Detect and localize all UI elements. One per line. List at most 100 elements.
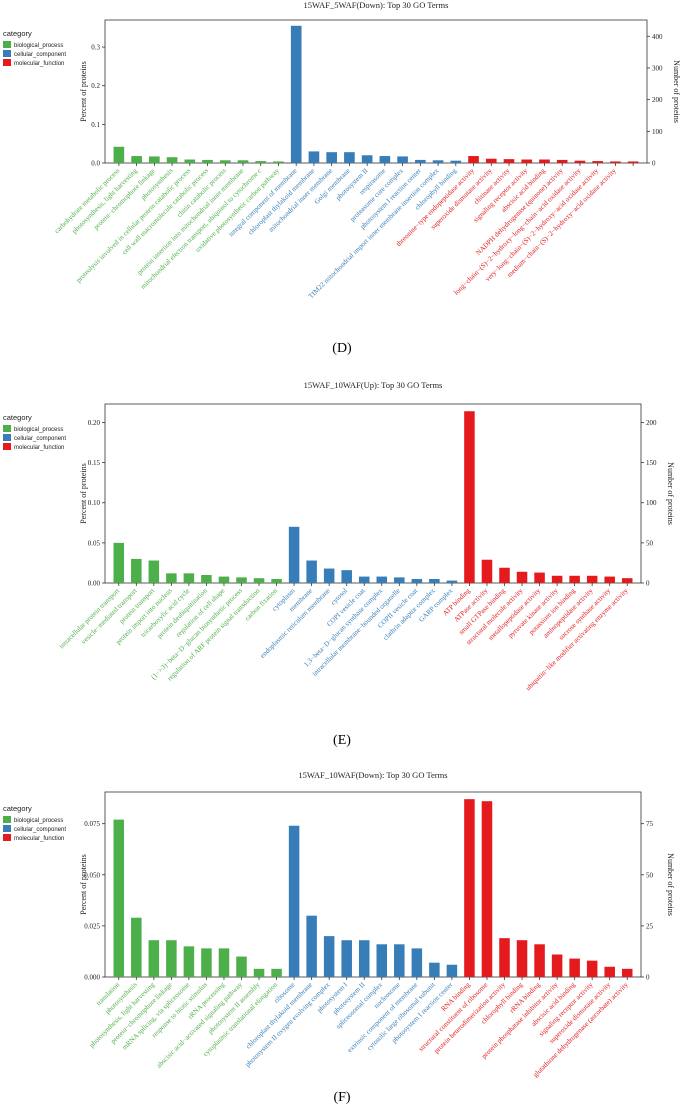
bar <box>358 940 370 977</box>
legend: category biological_process cellular_compo… <box>3 804 66 842</box>
bar <box>569 958 580 977</box>
bar <box>621 968 633 977</box>
x-tick-label: carbohydrate metabolic process <box>53 167 122 236</box>
y2-axis-label: Number of proteins <box>666 853 675 916</box>
legend-swatch <box>3 50 11 57</box>
legend-item: cellular_component <box>14 436 66 442</box>
chart-panel-1: 15WAF_5WAF(Down): Top 30 GO Terms 0.0 0.1 0… <box>3 0 681 356</box>
bar <box>621 578 633 583</box>
y2-tick-label: 200 <box>652 96 663 104</box>
bar <box>219 160 231 163</box>
y2-tick-label: 50 <box>646 871 654 879</box>
bar <box>201 948 212 977</box>
bar <box>341 570 352 583</box>
y2-tick-label: 300 <box>652 64 663 72</box>
bar <box>556 159 568 163</box>
y2-axis-label: Number of proteins <box>672 60 681 123</box>
bar <box>236 956 247 977</box>
y-tick-label: 0.05 <box>88 539 101 547</box>
y-axis-label: Percent of proteins <box>79 61 88 121</box>
bar <box>446 964 458 977</box>
y2-tick-label: 50 <box>646 539 654 547</box>
legend-swatch <box>3 825 11 832</box>
legend-item: molecular_function <box>14 836 64 842</box>
legend-swatch <box>3 443 11 450</box>
y2-tick-label: 200 <box>646 419 657 427</box>
y-tick-label: 0.1 <box>91 121 100 129</box>
bar <box>344 152 355 163</box>
bar <box>184 159 196 163</box>
y-tick-label: 0.10 <box>88 499 101 507</box>
legend-item: molecular_function <box>14 61 64 67</box>
chart-title: 15WAF_5WAF(Down): Top 30 GO Terms <box>304 0 449 10</box>
bar <box>361 155 373 163</box>
bar <box>273 161 284 163</box>
bar <box>415 159 426 163</box>
y2-tick-label: 0 <box>646 974 650 982</box>
bar <box>379 156 391 163</box>
bar <box>236 577 247 583</box>
bar <box>376 944 388 977</box>
bar <box>534 944 545 977</box>
bar <box>148 560 160 583</box>
chart-title: 15WAF_10WAF(Down): Top 30 GO Terms <box>298 770 447 780</box>
bar <box>586 575 598 583</box>
bar <box>306 560 317 583</box>
y-axis-label: Percent of proteins <box>79 854 88 914</box>
bar <box>464 799 475 977</box>
legend: category biological_process cellular_compo… <box>3 29 66 67</box>
bar <box>290 25 302 163</box>
chart-panel-2: 15WAF_10WAF(Up): Top 30 GO Terms 0.00 0.05… <box>3 380 675 748</box>
bar <box>218 576 230 583</box>
bar <box>202 159 213 163</box>
bar <box>499 938 510 977</box>
legend-swatch <box>3 834 11 841</box>
bar <box>323 936 335 977</box>
bar <box>521 159 533 163</box>
bar <box>308 151 320 163</box>
y2-tick-label: 75 <box>646 820 654 828</box>
legend-item: molecular_function <box>14 445 64 451</box>
bar <box>468 156 479 163</box>
y2-tick-label: 0 <box>652 160 656 168</box>
plot-frame <box>104 791 642 978</box>
bar <box>503 159 515 163</box>
bar <box>166 157 178 163</box>
bar <box>610 161 621 163</box>
bar <box>323 568 335 583</box>
bar <box>429 962 440 977</box>
bar <box>569 575 580 583</box>
bar <box>551 575 563 583</box>
y-tick-label: 0.00 <box>88 580 101 588</box>
bar <box>306 915 317 977</box>
bar <box>166 940 177 977</box>
bar <box>149 156 160 163</box>
bar <box>411 948 423 977</box>
legend-swatch <box>3 425 11 432</box>
bar <box>394 577 405 583</box>
legend-item: biological_process <box>14 43 63 49</box>
bar <box>183 946 195 977</box>
bar <box>574 160 586 163</box>
y2-tick-label: 0 <box>646 580 650 588</box>
legend-swatch <box>3 59 11 66</box>
bar <box>604 966 615 977</box>
bar <box>255 161 267 163</box>
chart-title: 15WAF_10WAF(Up): Top 30 GO Terms <box>304 380 443 390</box>
panel-label: (F) <box>333 1090 350 1105</box>
bar <box>113 819 125 977</box>
bar <box>113 146 125 163</box>
y2-tick-label: 150 <box>646 459 657 467</box>
bar <box>394 944 405 977</box>
bar <box>534 572 545 583</box>
bar <box>397 156 408 163</box>
legend-item: biological_process <box>14 818 63 824</box>
bar <box>429 578 440 583</box>
bar <box>411 578 423 583</box>
panel-label: (D) <box>332 341 352 356</box>
bar <box>253 578 265 583</box>
bar <box>218 948 230 977</box>
bar <box>446 580 458 583</box>
bar <box>288 526 300 583</box>
bar <box>166 573 177 583</box>
